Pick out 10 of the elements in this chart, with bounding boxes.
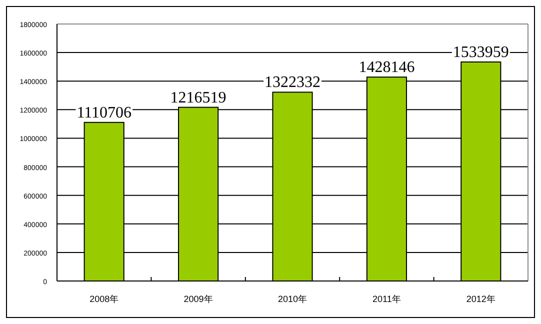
data-label: 1110706 — [76, 104, 132, 122]
x-tick-label: 2011年 — [372, 294, 401, 304]
data-label: 1216519 — [170, 89, 226, 106]
x-tick-label: 2008年 — [90, 294, 119, 304]
x-tick-label: 2010年 — [278, 294, 308, 304]
data-label: 1533959 — [452, 44, 509, 61]
data-label: 1428146 — [358, 59, 415, 76]
x-tick-label: 2012年 — [466, 294, 496, 304]
data-label: 1322332 — [264, 74, 320, 92]
x-tick-label: 2009年 — [184, 294, 213, 304]
